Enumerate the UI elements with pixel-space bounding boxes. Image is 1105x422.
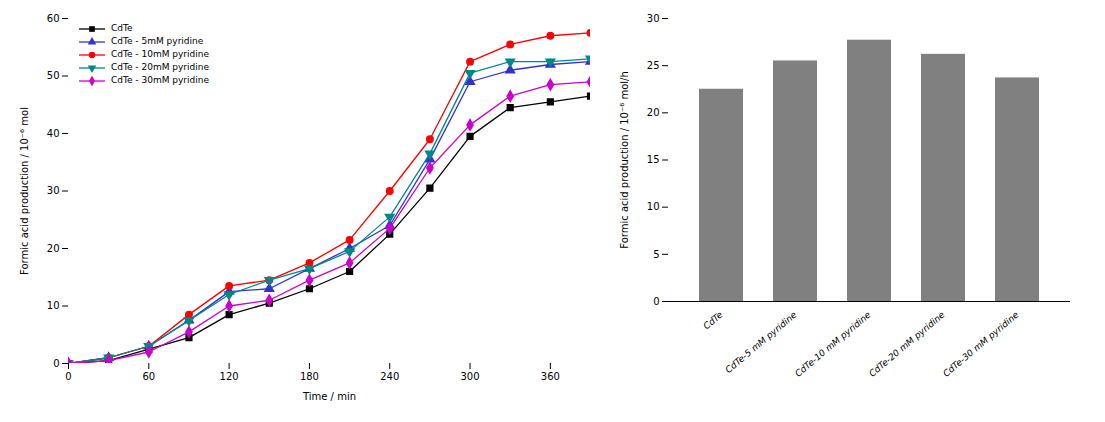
html-text:CdTe - 20mM pyridine: CdTe - 20mM pyridine (111, 62, 209, 72)
svg-text:5: 5 (653, 249, 659, 260)
svg-text:30: 30 (647, 13, 660, 24)
svg-text:CdTe-30 mM pyridine: CdTe-30 mM pyridine (941, 309, 1021, 378)
svg-text:10: 10 (647, 201, 660, 212)
svg-text:Formic acid production / 10⁻⁶: Formic acid production / 10⁻⁶ mol (19, 107, 30, 275)
svg-text:CdTe-5 mM pyridine: CdTe-5 mM pyridine (723, 309, 799, 375)
svg-text:120: 120 (220, 371, 239, 382)
svg-text:30: 30 (47, 185, 60, 196)
html-text:CdTe - 5mM pyridine: CdTe - 5mM pyridine (111, 36, 204, 46)
svg-text:Time / min: Time / min (302, 391, 356, 402)
svg-text:180: 180 (300, 371, 319, 382)
svg-text:CdTe-10 mM pyridine: CdTe-10 mM pyridine (793, 309, 873, 378)
svg-text:0: 0 (65, 371, 71, 382)
svg-text:CdTe: CdTe (701, 309, 725, 331)
svg-text:20: 20 (47, 243, 60, 254)
svg-text:60: 60 (142, 371, 155, 382)
svg-text:15: 15 (647, 154, 660, 165)
svg-text:25: 25 (647, 60, 660, 71)
svg-text:60: 60 (47, 13, 60, 24)
svg-text:300: 300 (460, 371, 479, 382)
svg-text:20: 20 (647, 107, 660, 118)
svg-text:240: 240 (380, 371, 399, 382)
html-text:CdTe: CdTe (111, 23, 133, 33)
svg-text:50: 50 (47, 70, 60, 81)
svg-text:360: 360 (541, 371, 560, 382)
html-text:CdTe - 10mM pyridine: CdTe - 10mM pyridine (111, 49, 209, 59)
svg-text:0: 0 (53, 358, 59, 369)
svg-text:Formic acid production / 10⁻⁶: Formic acid production / 10⁻⁶ mol/h (619, 71, 630, 249)
html-text:CdTe - 30mM pyridine: CdTe - 30mM pyridine (111, 75, 209, 85)
svg-text:40: 40 (47, 128, 60, 139)
svg-text:0: 0 (653, 296, 659, 307)
svg-text:10: 10 (47, 300, 60, 311)
svg-text:CdTe-20 mM pyridine: CdTe-20 mM pyridine (867, 309, 947, 378)
